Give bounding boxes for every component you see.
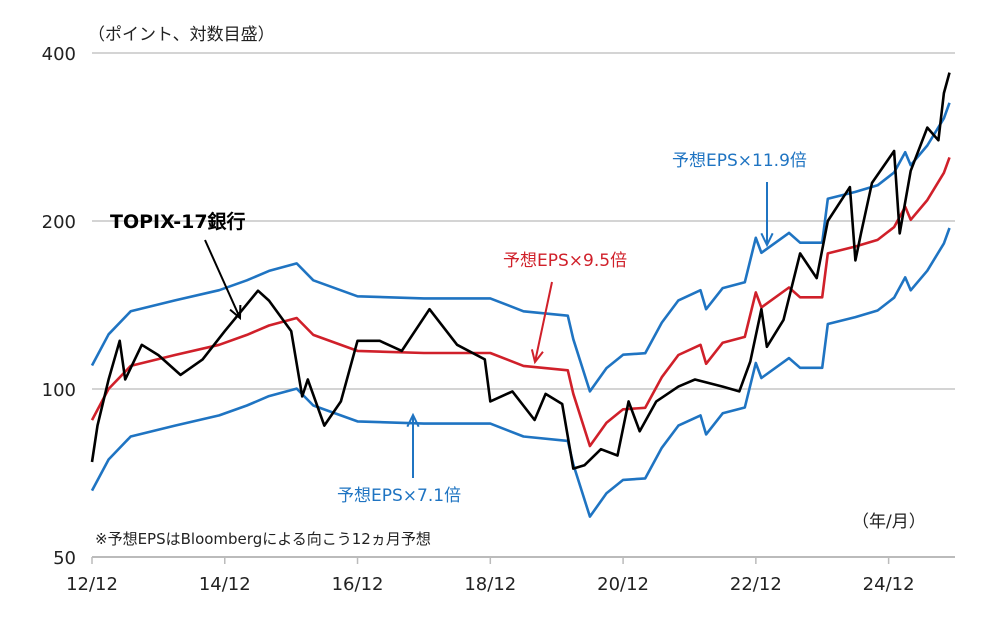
label-eps-11-9: 予想EPS×11.9倍	[672, 151, 807, 171]
eps-9-5-arrow	[534, 281, 553, 363]
y-tick-label: 50	[53, 548, 76, 569]
eps-9-5-arrow-head	[530, 349, 544, 365]
label-eps-9-5: 予想EPS×9.5倍	[503, 251, 627, 271]
y-unit-label: （ポイント、対数目盛）	[88, 25, 275, 45]
topix-arrow	[204, 239, 241, 319]
x-tick-label: 12/12	[66, 574, 118, 595]
series-line-0	[90, 102, 951, 393]
topix-label: TOPIX-17銀行	[110, 210, 246, 233]
footnote: ※予想EPSはBloombergによる向こう12ヵ月予想	[95, 530, 431, 548]
x-tick-label: 22/12	[730, 574, 782, 595]
y-tick-label: 200	[42, 212, 76, 233]
x-tick-label: 14/12	[199, 574, 251, 595]
x-unit-label: （年/月）	[852, 512, 926, 532]
topix-arrow-head	[229, 304, 242, 321]
series-line-1	[90, 156, 951, 448]
eps-11-9-arrow-head	[760, 232, 774, 248]
x-tick-label: 20/12	[597, 574, 649, 595]
x-tick-label: 24/12	[863, 574, 915, 595]
x-tick-label: 18/12	[464, 574, 516, 595]
eps-7-1-arrow-head	[406, 412, 420, 428]
y-tick-label: 400	[42, 44, 76, 65]
series-line-2	[90, 227, 951, 518]
y-tick-label: 100	[42, 380, 76, 401]
x-tick-label: 16/12	[332, 574, 384, 595]
label-eps-7-1: 予想EPS×7.1倍	[337, 486, 461, 506]
topix-line	[90, 72, 951, 470]
